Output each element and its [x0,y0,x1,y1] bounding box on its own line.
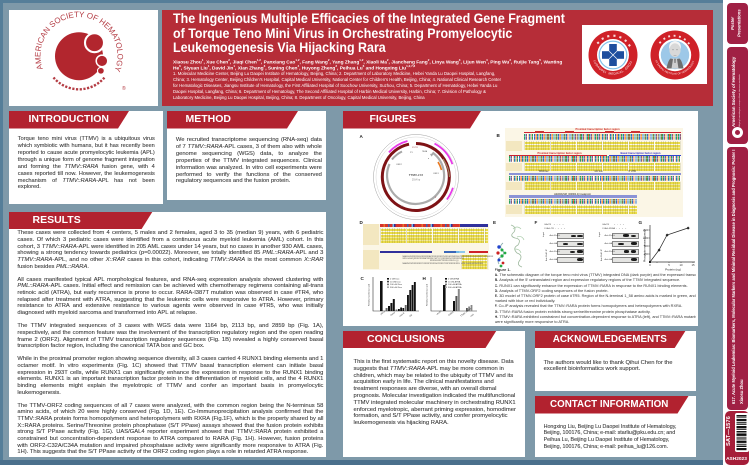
svg-text:Phosphate released (pmol): Phosphate released (pmol) [643,230,647,262]
svg-text:®: ® [122,85,126,92]
svg-text:5′UTR: 5′UTR [412,147,418,149]
svg-text:TTMV::RARA: TTMV::RARA [459,307,472,318]
svg-text:15: 15 [691,263,695,267]
svg-text:RARA: RARA [447,310,454,316]
svg-text:pGL3: pGL3 [380,310,386,315]
svg-text:300 nM ATRA: 300 nM ATRA [448,286,462,289]
svg-text:Relative luciferase unit: Relative luciferase unit [425,284,428,306]
svg-text:250: 250 [643,252,648,256]
svg-text:5: 5 [668,263,670,267]
svg-text:0: 0 [649,263,651,267]
svg-text:basal: basal [390,312,396,317]
svg-text:10: 10 [679,263,683,267]
svg-text:mut-R: mut-R [398,311,405,317]
svg-text:3′: 3′ [435,197,437,199]
svg-text:0 nM ATRA: 0 nM ATRA [448,278,460,281]
svg-text:2914 bp: 2914 bp [411,180,420,182]
svg-text:10 nM ATRA: 10 nM ATRA [448,280,461,283]
svg-text:▸: ▸ [428,157,429,160]
svg-text:ORF1: ORF1 [433,173,440,175]
svg-text:TTMV-LY2: TTMV-LY2 [408,173,423,177]
svg-text:100 nM Dox: 100 nM Dox [390,284,403,286]
svg-text:full: full [409,314,413,318]
svg-text:mut: mut [469,313,474,318]
svg-text:GC: GC [400,206,404,208]
svg-text:vector: vector [435,310,442,316]
svg-text:1500: 1500 [643,228,649,232]
svg-text:0 nM Dox: 0 nM Dox [390,279,400,281]
svg-text:1000: 1000 [643,236,649,240]
svg-text:Protein (ng): Protein (ng) [665,268,681,272]
svg-text:Relative luciferase unit: Relative luciferase unit [367,284,370,306]
svg-text:10 nM Dox: 10 nM Dox [390,281,401,283]
svg-text:300 nM Dox: 300 nM Dox [390,287,403,289]
svg-text:P1: P1 [410,152,413,154]
svg-text:500: 500 [643,244,648,248]
svg-text:TATA: TATA [422,150,428,153]
svg-text:ORF2: ORF2 [396,164,403,166]
svg-text:100 nM ATRA: 100 nM ATRA [448,283,462,286]
